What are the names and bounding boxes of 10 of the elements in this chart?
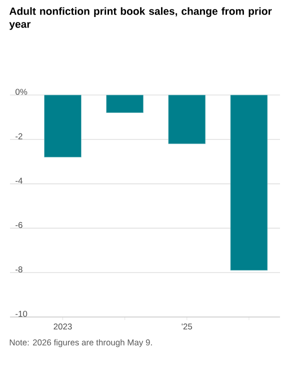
y-tick-label: -8 bbox=[16, 266, 22, 272]
y-tick-label: -4 bbox=[16, 178, 22, 184]
y-tick-label: -2 bbox=[16, 133, 22, 140]
y-tick-label: -6 bbox=[16, 222, 22, 228]
x-tick-label: 2023 bbox=[54, 324, 72, 330]
y-tick-label: -10 bbox=[16, 310, 28, 317]
text: Note: 2026 figures are through May 9. bbox=[10, 339, 152, 348]
chart-title: Adult nonfiction print book sales, change from prior year bbox=[9, 7, 272, 30]
y-tick-label: 0% bbox=[16, 88, 28, 95]
x-tick-label: '25 bbox=[182, 324, 192, 330]
